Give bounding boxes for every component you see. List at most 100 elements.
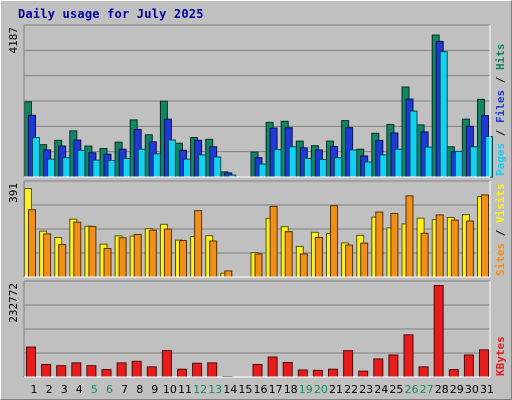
x-tick-label-19: 19 — [299, 383, 313, 396]
bar-sites-day-9 — [148, 229, 157, 278]
legend: Pages / Files / Hits — [494, 44, 507, 177]
bar-pages-day-7 — [122, 157, 131, 178]
bar-kbytes-day-28 — [433, 285, 444, 378]
bar-pages-day-6 — [107, 160, 116, 178]
bar-kbytes-day-31 — [479, 349, 489, 378]
bar-sites-day-16 — [254, 253, 263, 278]
bar-sites-day-19 — [299, 253, 308, 278]
bar-pages-day-19 — [303, 157, 312, 178]
bar-kbytes-day-21 — [328, 368, 338, 378]
x-tick-label-27: 27 — [420, 383, 434, 396]
bar-sites-day-23 — [360, 242, 369, 278]
chart-title: Daily usage for July 2025 — [18, 7, 204, 21]
legend-files: Files — [494, 90, 507, 123]
bar-kbytes-day-13 — [207, 362, 218, 378]
bar-kbytes-day-5 — [86, 365, 97, 378]
x-tick-label-13: 13 — [208, 383, 222, 396]
x-tick-label-7: 7 — [121, 383, 128, 396]
x-tick-label-29: 29 — [450, 383, 464, 396]
x-tick-label-1: 1 — [31, 383, 38, 396]
bar-pages-day-11 — [183, 158, 191, 178]
bar-sites-day-12 — [194, 210, 203, 278]
bar-kbytes-day-26 — [403, 334, 414, 378]
bar-kbytes-day-20 — [312, 369, 323, 378]
bar-sites-day-27 — [420, 232, 429, 278]
panel-hits-files-pages: 4187 Pages / Files / Hits — [7, 24, 507, 178]
x-tick-label-28: 28 — [435, 383, 449, 396]
bar-pages-day-23 — [364, 161, 373, 178]
bar-pages-day-30 — [469, 146, 478, 178]
x-tick-label-31: 31 — [480, 383, 494, 396]
legend-visits: Visits — [494, 183, 507, 223]
bar-kbytes-day-6 — [101, 369, 112, 378]
legend-separator: / — [494, 223, 507, 243]
x-tick-label-2: 2 — [46, 383, 53, 396]
bar-pages-day-27 — [424, 146, 433, 178]
bar-sites-day-30 — [465, 220, 474, 278]
bar-kbytes-day-3 — [56, 365, 67, 378]
x-tick-label-4: 4 — [76, 383, 83, 396]
bar-kbytes-day-8 — [131, 360, 142, 378]
bar-pages-day-21 — [334, 157, 342, 178]
bar-kbytes-day-30 — [463, 354, 474, 378]
bar-sites-day-21 — [330, 205, 338, 278]
bar-pages-day-25 — [394, 148, 403, 178]
bar-pages-day-9 — [152, 153, 161, 178]
bar-sites-day-20 — [314, 237, 323, 278]
bar-sites-day-26 — [405, 195, 414, 278]
bar-pages-day-13 — [213, 156, 222, 178]
bar-sites-day-8 — [133, 233, 142, 278]
x-tick-label-3: 3 — [61, 383, 68, 396]
bar-kbytes-day-16 — [252, 363, 263, 378]
x-tick-label-6: 6 — [106, 383, 113, 396]
bar-pages-day-22 — [349, 149, 358, 178]
bar-pages-day-8 — [137, 148, 146, 178]
legend-separator: / — [494, 70, 507, 90]
bar-sites-day-13 — [209, 240, 218, 278]
bar-pages-day-31 — [485, 135, 493, 178]
x-tick-label-11: 11 — [178, 383, 192, 396]
bar-pages-day-10 — [167, 139, 176, 178]
bar-sites-day-11 — [179, 240, 187, 278]
bar-kbytes-day-4 — [71, 362, 82, 378]
legend-hits: Hits — [494, 44, 507, 71]
y-max-label: 4187 — [7, 27, 20, 54]
bar-sites-day-28 — [435, 214, 444, 278]
bar-kbytes-day-29 — [448, 369, 459, 378]
bar-pages-day-3 — [62, 157, 71, 178]
x-axis-labels: 1 2 3 4 5 6 7 8 9 10 11 12 13 14 15 16 17 18 19 20 21 22 23 24 2… — [31, 383, 495, 396]
bar-sites-day-2 — [43, 233, 52, 278]
bar-pages-day-24 — [379, 154, 388, 178]
x-tick-label-20: 20 — [314, 383, 328, 396]
bar-sites-day-31 — [481, 194, 489, 278]
x-tick-label-30: 30 — [465, 383, 479, 396]
x-tick-label-9: 9 — [151, 383, 158, 396]
bar-sites-day-22 — [345, 244, 354, 278]
bar-pages-day-12 — [198, 154, 207, 178]
x-tick-label-23: 23 — [359, 383, 373, 396]
bar-pages-day-17 — [273, 149, 282, 178]
legend: KBytes — [494, 336, 507, 376]
x-tick-label-25: 25 — [389, 383, 403, 396]
bar-sites-day-1 — [28, 209, 36, 278]
bar-sites-day-5 — [88, 225, 97, 278]
bar-kbytes-day-23 — [358, 370, 369, 378]
bar-pages-day-28 — [439, 51, 448, 178]
x-tick-label-24: 24 — [374, 383, 388, 396]
bar-kbytes-day-22 — [343, 350, 354, 378]
bar-kbytes-day-17 — [267, 356, 278, 378]
bar-sites-day-10 — [163, 228, 172, 278]
bar-kbytes-day-27 — [418, 366, 429, 378]
x-tick-label-12: 12 — [193, 383, 207, 396]
x-tick-label-14: 14 — [223, 383, 237, 396]
bar-kbytes-day-25 — [388, 354, 399, 378]
bar-sites-day-17 — [269, 205, 278, 278]
y-max-label: 391 — [7, 183, 20, 203]
x-tick-label-15: 15 — [238, 383, 252, 396]
bar-pages-day-5 — [92, 159, 101, 178]
x-tick-label-17: 17 — [269, 383, 283, 396]
bar-kbytes-day-24 — [373, 358, 384, 378]
bar-kbytes-day-11 — [177, 368, 187, 378]
bar-sites-day-25 — [390, 213, 399, 278]
